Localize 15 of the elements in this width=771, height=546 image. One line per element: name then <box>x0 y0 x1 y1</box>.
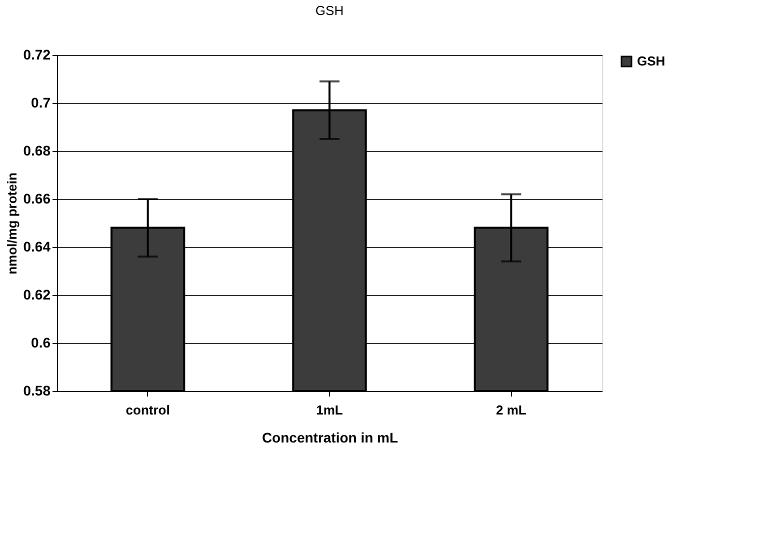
y-tick-label: 0.64 <box>23 238 51 254</box>
x-axis-title: Concentration in mL <box>262 430 398 446</box>
legend-label: GSH <box>637 54 666 68</box>
chart-title: GSH <box>315 3 344 18</box>
y-axis-title: nmol/mg protein <box>4 172 20 274</box>
x-tick-label: 2 mL <box>496 402 526 418</box>
y-tick-label: 0.7 <box>31 94 51 110</box>
y-tick-label: 0.6 <box>31 334 51 350</box>
x-tick-label: control <box>126 402 170 418</box>
y-tick-label: 0.66 <box>23 190 51 206</box>
y-tick-label: 0.62 <box>23 286 51 302</box>
y-tick-label: 0.68 <box>23 142 51 158</box>
x-tick-label: 1mL <box>316 402 343 418</box>
y-tick-label: 0.58 <box>23 382 51 398</box>
y-tick-label: 0.72 <box>23 46 51 62</box>
